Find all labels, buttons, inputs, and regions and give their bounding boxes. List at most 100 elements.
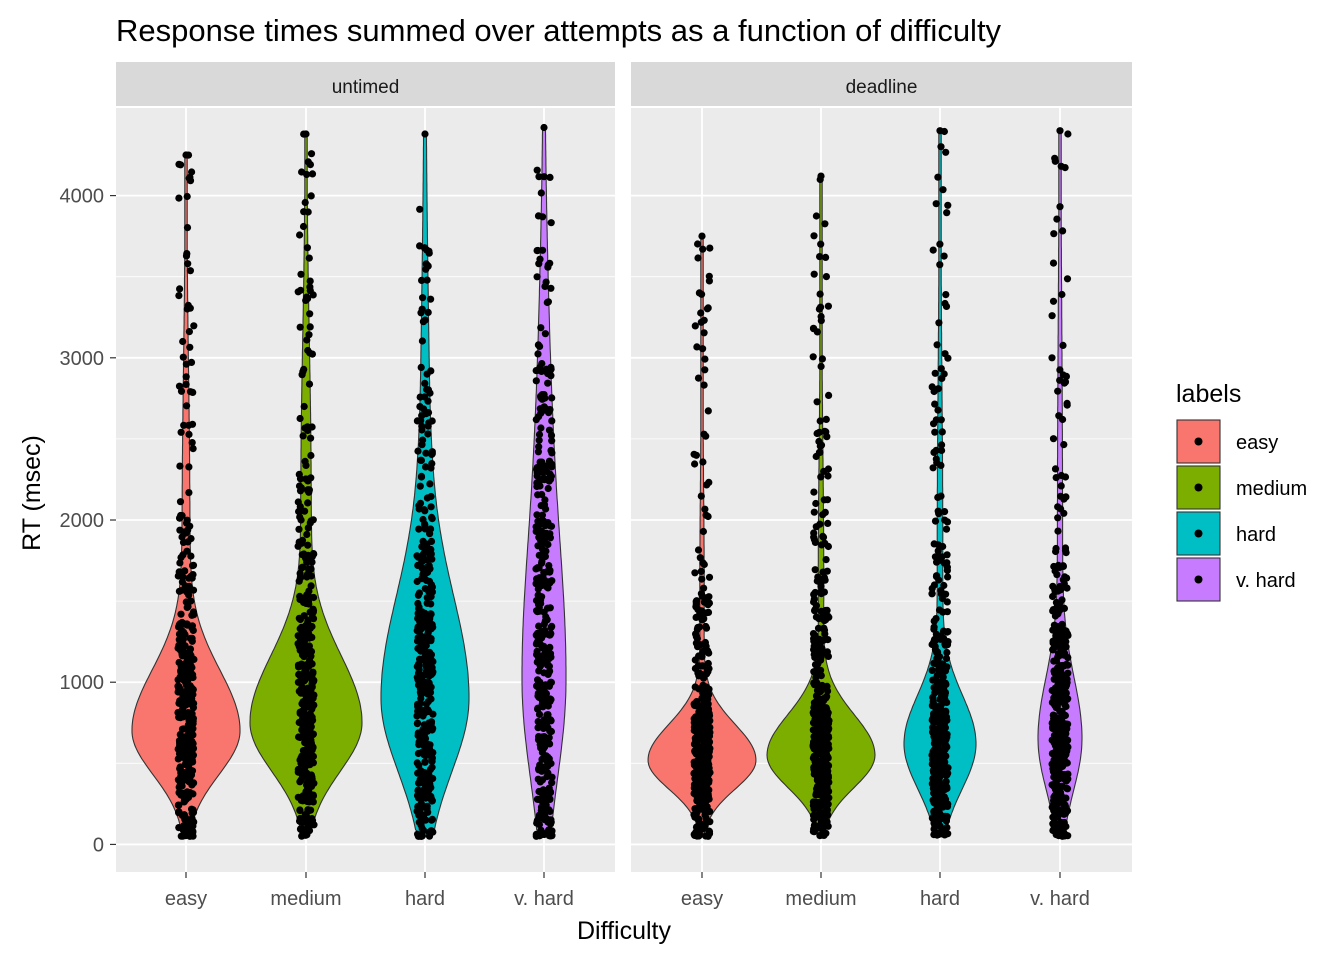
data-point bbox=[544, 484, 552, 493]
data-point bbox=[822, 556, 830, 564]
data-point bbox=[423, 276, 431, 284]
data-point bbox=[1050, 773, 1058, 781]
data-point bbox=[540, 553, 548, 561]
data-point bbox=[691, 805, 699, 813]
data-point bbox=[296, 807, 304, 815]
data-point bbox=[811, 757, 819, 765]
data-point bbox=[1064, 695, 1072, 703]
data-point-max bbox=[936, 127, 944, 135]
data-point bbox=[1064, 832, 1072, 840]
data-point bbox=[1054, 387, 1062, 395]
x-tick-label: v. hard bbox=[514, 888, 574, 910]
data-point bbox=[944, 573, 952, 581]
points-untimed-easy bbox=[174, 151, 198, 840]
data-point bbox=[824, 519, 832, 528]
data-point bbox=[810, 488, 818, 496]
data-point bbox=[693, 343, 701, 351]
data-point bbox=[697, 492, 705, 500]
data-point bbox=[183, 734, 191, 742]
data-point bbox=[177, 610, 185, 618]
data-point bbox=[177, 553, 185, 562]
data-point bbox=[423, 725, 432, 733]
data-point bbox=[541, 496, 549, 504]
data-point bbox=[543, 773, 551, 781]
data-point bbox=[548, 394, 556, 402]
data-point bbox=[299, 368, 307, 376]
data-point bbox=[938, 428, 946, 436]
data-point bbox=[177, 428, 185, 436]
data-point bbox=[189, 806, 197, 814]
data-point bbox=[700, 430, 708, 438]
data-point bbox=[1056, 707, 1064, 715]
data-point bbox=[820, 588, 829, 596]
data-point bbox=[541, 330, 550, 338]
data-point bbox=[309, 744, 317, 752]
data-point bbox=[1053, 626, 1061, 635]
data-point bbox=[303, 797, 311, 806]
data-point bbox=[817, 582, 825, 590]
data-point bbox=[692, 600, 700, 608]
data-point bbox=[694, 240, 702, 248]
data-point bbox=[425, 707, 433, 716]
data-point bbox=[811, 607, 819, 615]
data-point bbox=[546, 652, 555, 661]
data-point bbox=[825, 391, 833, 399]
data-point bbox=[938, 441, 946, 449]
data-point bbox=[1049, 259, 1058, 267]
data-point bbox=[425, 555, 433, 563]
data-point bbox=[691, 569, 699, 577]
chart-title: Response times summed over attempts as a… bbox=[116, 13, 1002, 48]
data-point bbox=[419, 712, 427, 720]
data-point bbox=[824, 777, 832, 785]
data-point bbox=[705, 277, 714, 285]
data-point bbox=[298, 794, 306, 802]
data-point bbox=[939, 661, 947, 669]
data-point bbox=[1049, 813, 1057, 821]
data-point bbox=[537, 324, 545, 332]
data-point bbox=[295, 470, 303, 478]
data-point bbox=[299, 698, 307, 706]
data-point bbox=[186, 790, 194, 798]
data-point bbox=[303, 530, 311, 539]
data-point bbox=[812, 613, 821, 621]
data-point bbox=[944, 764, 952, 772]
data-point bbox=[1057, 505, 1065, 513]
data-point bbox=[186, 343, 194, 351]
data-point bbox=[929, 464, 937, 472]
data-point bbox=[1060, 604, 1068, 613]
data-point bbox=[812, 523, 820, 531]
data-point bbox=[694, 662, 703, 670]
data-point bbox=[308, 558, 316, 566]
data-point bbox=[189, 571, 197, 579]
data-point bbox=[419, 550, 427, 559]
data-point bbox=[937, 734, 945, 743]
legend-label: medium bbox=[1236, 478, 1307, 500]
data-point bbox=[544, 261, 552, 269]
data-point bbox=[1054, 561, 1062, 570]
data-point bbox=[424, 397, 432, 405]
data-point bbox=[537, 394, 545, 402]
data-point bbox=[420, 742, 428, 750]
data-point bbox=[817, 768, 825, 777]
data-point bbox=[812, 673, 820, 682]
data-point bbox=[417, 622, 425, 630]
data-point bbox=[180, 628, 188, 637]
data-point bbox=[698, 575, 706, 583]
data-point bbox=[174, 676, 182, 684]
data-point bbox=[419, 515, 427, 524]
data-point bbox=[296, 778, 304, 786]
data-point bbox=[943, 823, 951, 832]
data-point bbox=[812, 499, 820, 508]
data-point bbox=[1059, 341, 1067, 349]
data-point bbox=[297, 623, 305, 632]
data-point bbox=[189, 744, 198, 753]
data-point bbox=[1050, 230, 1058, 238]
data-point bbox=[417, 832, 425, 840]
data-point bbox=[182, 529, 190, 537]
data-point bbox=[544, 379, 552, 387]
data-point bbox=[310, 701, 318, 709]
data-point bbox=[1052, 547, 1060, 556]
data-point bbox=[413, 759, 421, 767]
data-point bbox=[1053, 723, 1062, 731]
data-point bbox=[1063, 275, 1072, 283]
